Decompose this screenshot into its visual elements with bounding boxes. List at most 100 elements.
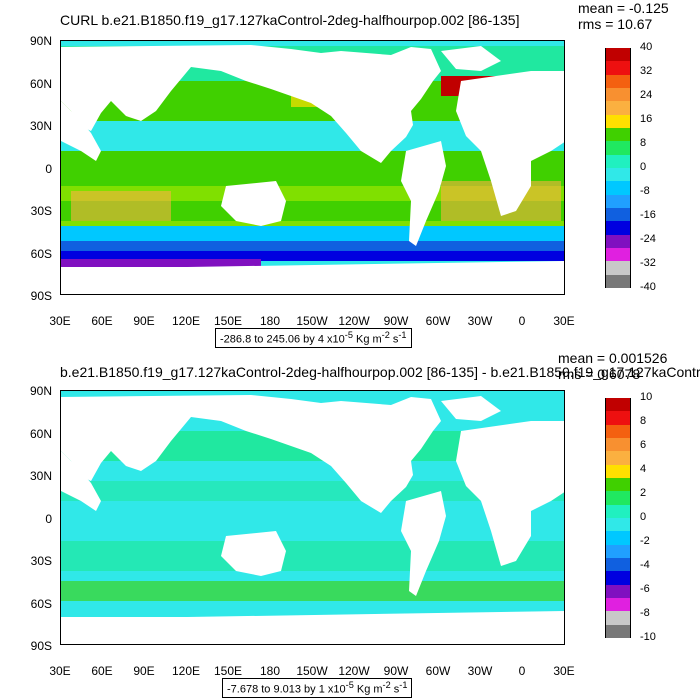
colorbar-label: 4 (640, 463, 647, 475)
colorbar-cell (605, 571, 631, 586)
lon-label: 30W (467, 314, 493, 328)
lon-label: 30W (467, 664, 493, 678)
lon-label: 180 (259, 664, 281, 678)
bottom-panel: b.e21.B1850.f19_g17.127kaControl-2deg-ha… (0, 350, 700, 700)
lon-label: 0 (518, 664, 526, 678)
colorbar-cell (605, 504, 631, 519)
lon-label: 120W (338, 664, 370, 678)
colorbar-label: 16 (640, 113, 653, 125)
colorbar-cell (605, 544, 631, 559)
colorbar-label: 2 (640, 487, 647, 499)
lon-label: 90W (383, 314, 409, 328)
colorbar-label: -16 (640, 209, 656, 221)
bottom-rms: rms = 0.6078 (558, 366, 641, 382)
lon-label: 60W (425, 664, 451, 678)
top-range-box: -286.8 to 245.06 by 4 x10-5 Kg m-2 s-1 (215, 328, 412, 348)
colorbar-cell (605, 624, 631, 639)
colorbar-label: 8 (640, 137, 647, 149)
colorbar-label: -10 (640, 631, 656, 643)
colorbar-label: -4 (640, 559, 650, 571)
lon-label: 60W (425, 314, 451, 328)
colorbar-cell (605, 491, 631, 506)
colorbar-cell (605, 234, 631, 249)
colorbar-cell (605, 154, 631, 169)
colorbar-label: 24 (640, 89, 653, 101)
colorbar-cell (605, 598, 631, 612)
top-panel: CURL b.e21.B1850.f19_g17.127kaControl-2d… (29, 0, 669, 348)
colorbar-cell (605, 221, 631, 236)
colorbar-cell (605, 611, 631, 626)
colorbar-cell (605, 398, 631, 412)
colorbar-cell (605, 74, 631, 89)
colorbar-cell (605, 128, 631, 142)
lat-label-60n: 60N (29, 427, 52, 441)
colorbar-label: 10 (640, 391, 653, 403)
lat-label-60n: 60N (29, 77, 52, 91)
lon-label: 90E (133, 664, 155, 678)
lat-label-60s: 60S (30, 247, 52, 261)
colorbar-cell (605, 61, 631, 76)
colorbar-label: -8 (640, 185, 650, 197)
lon-label: 60E (91, 314, 113, 328)
colorbar-label: -6 (640, 583, 650, 595)
lat-label-30n: 30N (29, 119, 52, 133)
colorbar-cell (605, 478, 631, 492)
bottom-range-box: -7.678 to 9.013 by 1 x10-5 Kg m-2 s-1 (222, 678, 413, 698)
bottom-colorbar (605, 398, 631, 639)
colorbar-cell (605, 208, 631, 222)
colorbar-cell (605, 518, 631, 532)
bottom-map-canvas (61, 391, 564, 644)
lat-label-30s: 30S (30, 204, 52, 218)
colorbar-cell (605, 464, 631, 479)
colorbar-label: 6 (640, 439, 647, 451)
lon-label: 150W (296, 314, 328, 328)
lon-label: 120W (338, 314, 370, 328)
colorbar-cell (605, 181, 631, 196)
top-title: CURL b.e21.B1850.f19_g17.127kaControl-2d… (60, 12, 520, 28)
colorbar-cell (605, 101, 631, 116)
colorbar-cell (605, 411, 631, 426)
lat-label-30s: 30S (30, 554, 52, 568)
colorbar-label: 8 (640, 415, 647, 427)
colorbar-label: 0 (640, 511, 647, 523)
lat-label-eq: 0 (45, 512, 52, 526)
bottom-map (60, 390, 565, 645)
colorbar-cell (605, 584, 631, 599)
colorbar-cell (605, 424, 631, 439)
colorbar-cell (605, 451, 631, 466)
lat-label-90s: 90S (30, 639, 52, 653)
lon-label: 60E (91, 664, 113, 678)
lat-label-90n: 90N (29, 34, 52, 48)
lon-label: 30E (553, 664, 575, 678)
colorbar-cell (605, 558, 631, 572)
lon-label: 120E (171, 314, 201, 328)
lat-label-90s: 90S (30, 289, 52, 303)
colorbar-cell (605, 274, 631, 289)
colorbar-cell (605, 48, 631, 62)
top-colorbar (605, 48, 631, 289)
lon-label: 150W (296, 664, 328, 678)
top-mean: mean = -0.125 (578, 0, 669, 16)
colorbar-label: 32 (640, 65, 653, 77)
lat-label-90n: 90N (29, 384, 52, 398)
lon-label: 0 (518, 314, 526, 328)
top-rms: rms = 10.67 (578, 16, 653, 32)
colorbar-label: -24 (640, 233, 656, 245)
bottom-title: b.e21.B1850.f19_g17.127kaControl-2deg-ha… (60, 364, 700, 380)
colorbar-cell (605, 141, 631, 156)
colorbar-cell (605, 168, 631, 182)
colorbar-label: 0 (640, 161, 647, 173)
lon-label: 120E (171, 664, 201, 678)
colorbar-cell (605, 114, 631, 129)
colorbar-label: 40 (640, 41, 653, 53)
lat-label-30n: 30N (29, 469, 52, 483)
colorbar-cell (605, 438, 631, 452)
lat-label-60s: 60S (30, 597, 52, 611)
top-map (60, 40, 565, 295)
colorbar-cell (605, 194, 631, 209)
lat-label-eq: 0 (45, 162, 52, 176)
colorbar-cell (605, 261, 631, 276)
bottom-mean: mean = 0.001526 (558, 350, 668, 366)
lon-label: 30E (553, 314, 575, 328)
colorbar-cell (605, 248, 631, 262)
